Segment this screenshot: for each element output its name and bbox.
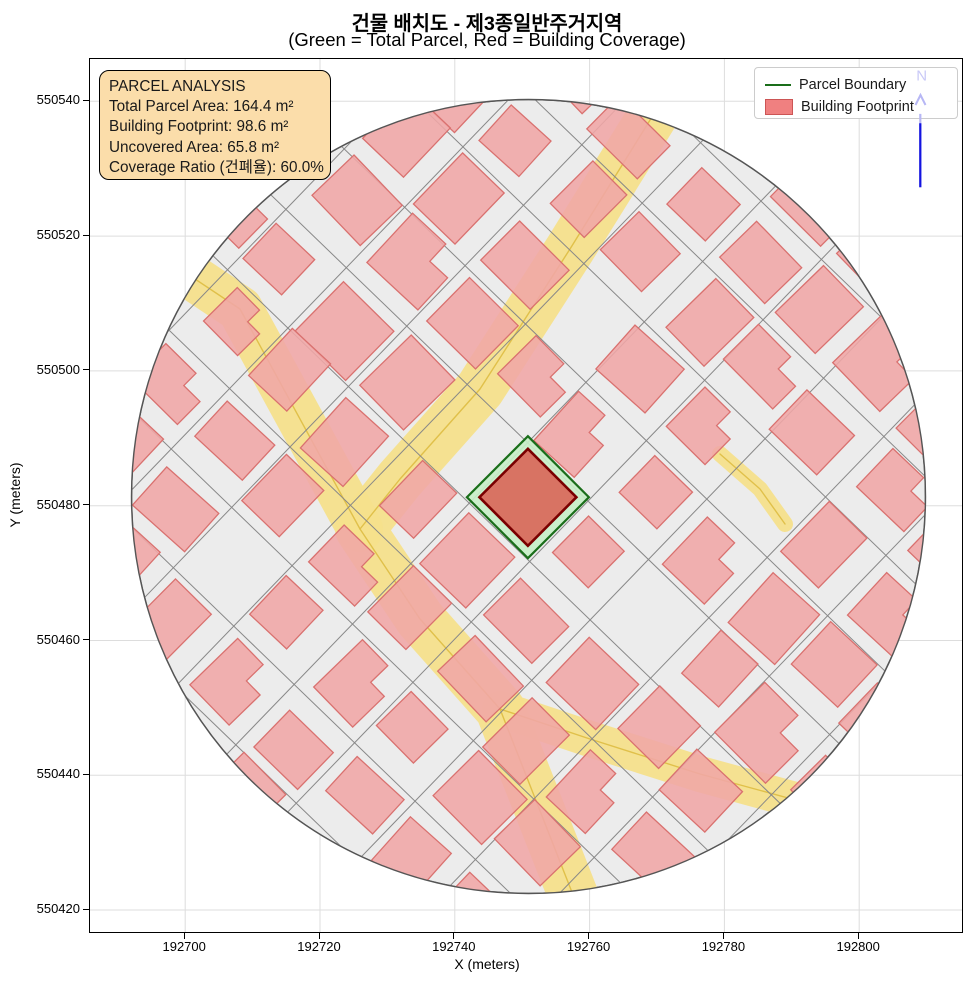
svg-text:N: N (916, 68, 927, 85)
